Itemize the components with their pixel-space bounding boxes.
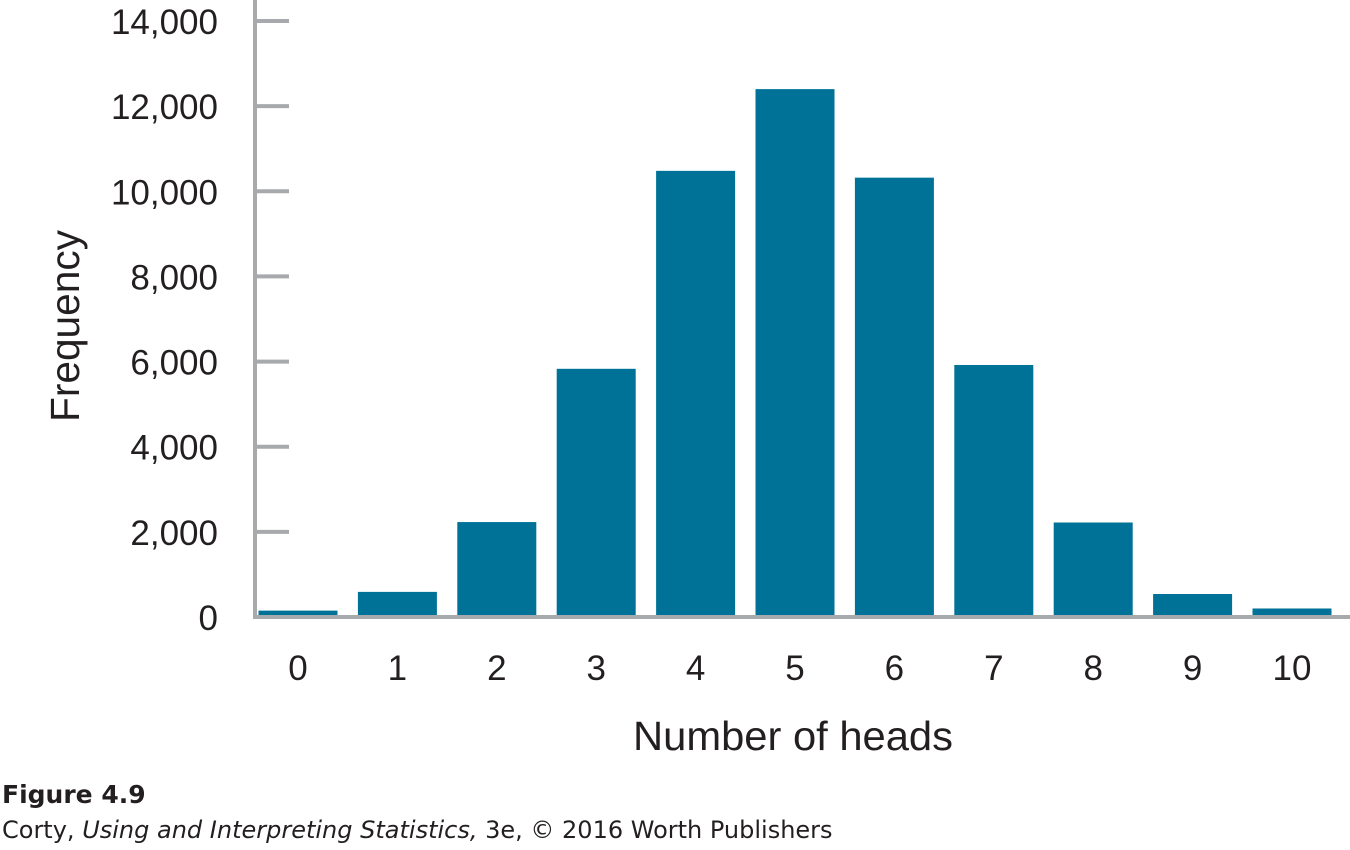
figure-credit-author: Corty, [2,816,83,844]
x-tick-label: 7 [984,649,1003,688]
y-tick-label: 0 [199,599,218,638]
bar-chart: 02,0004,0006,0008,00010,00012,00014,000 … [42,0,1350,759]
x-axis-tick-labels: 0 1 2 3 4 5 6 7 8 9 10 [288,649,1311,688]
y-tick-label: 2,000 [130,514,218,553]
y-axis-ticks [255,19,289,619]
figure-credit: Corty, Using and Interpreting Statistics… [2,816,833,844]
x-tick-label: 2 [487,649,506,688]
x-tick-label: 0 [288,649,307,688]
figure-label: Figure 4.9 [2,780,146,809]
y-tick-label: 6,000 [130,344,218,383]
y-tick-label: 8,000 [130,258,218,297]
figure-credit-rest: 3e, © 2016 Worth Publishers [477,816,833,844]
bar [258,610,338,617]
y-tick-label: 4,000 [130,429,218,468]
x-tick-label: 8 [1083,649,1102,688]
bar [1153,594,1233,617]
x-tick-label: 1 [388,649,407,688]
bar [954,364,1034,617]
x-tick-label: 5 [785,649,804,688]
bar [556,368,636,617]
y-tick-label: 10,000 [111,173,218,212]
bar [1252,608,1332,617]
y-tick-label: 12,000 [111,88,218,127]
y-axis-title: Frequency [42,230,88,422]
x-tick-label: 4 [686,649,705,688]
bar [457,522,537,617]
bar [1053,522,1133,617]
bars [258,89,1332,618]
x-tick-label: 3 [586,649,605,688]
x-tick-label: 6 [885,649,904,688]
bar [357,591,437,617]
bar [656,170,736,617]
x-axis-title: Number of heads [633,713,953,759]
y-axis-tick-labels: 0 2,000 4,000 6,000 8,000 10,000 12,000 14,000 [111,3,218,638]
figure-credit-title: Using and Interpreting Statistics, [82,816,478,844]
x-tick-label: 9 [1183,649,1202,688]
bar [755,89,835,618]
x-tick-label: 10 [1273,649,1312,688]
bar [854,177,934,618]
y-tick-label: 14,000 [111,3,218,42]
